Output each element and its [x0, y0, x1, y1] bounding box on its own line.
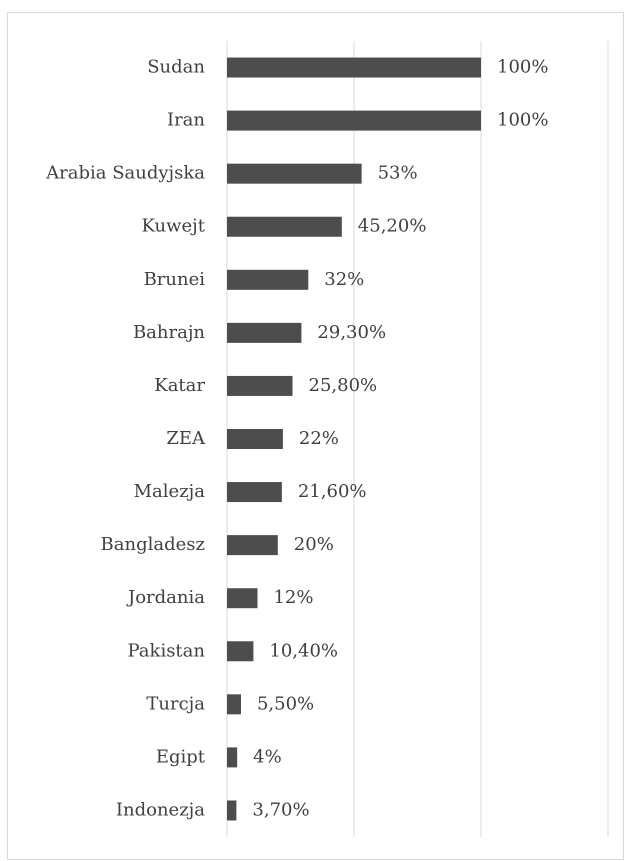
value-label: 12% — [273, 587, 313, 608]
bar — [227, 641, 254, 662]
value-label: 29,30% — [317, 322, 386, 343]
value-label: 5,50% — [257, 693, 314, 714]
category-label: Malezja — [134, 481, 206, 502]
category-label: Arabia Saudyjska — [45, 163, 205, 184]
category-label: Indonezja — [116, 799, 205, 820]
category-label: Pakistan — [128, 640, 206, 661]
bar — [227, 747, 238, 768]
category-label: Jordania — [126, 587, 205, 608]
category-label: Bangladesz — [101, 534, 205, 555]
chart-border — [7, 12, 624, 860]
bar — [227, 482, 282, 503]
bar — [227, 588, 258, 609]
category-label: Iran — [167, 110, 205, 131]
bar — [227, 57, 481, 78]
bar — [227, 535, 278, 556]
value-label: 21,60% — [298, 481, 367, 502]
category-label: Kuwejt — [141, 216, 205, 237]
category-label: Brunei — [144, 269, 206, 290]
value-label: 100% — [497, 57, 548, 78]
bar — [227, 216, 342, 237]
category-label: Turcja — [146, 693, 205, 714]
category-label: Sudan — [147, 57, 205, 78]
value-label: 4% — [253, 746, 282, 767]
bar — [227, 429, 283, 449]
value-label: 53% — [378, 163, 418, 184]
category-label: Egipt — [156, 746, 206, 767]
category-label: Katar — [154, 375, 205, 396]
bar — [227, 322, 302, 343]
value-label: 45,20% — [358, 216, 427, 237]
bar — [227, 375, 293, 396]
bar — [227, 269, 309, 290]
bar — [227, 800, 237, 821]
value-label: 10,40% — [269, 640, 338, 661]
value-label: 32% — [324, 269, 364, 290]
value-label: 22% — [299, 428, 339, 449]
value-label: 3,70% — [252, 799, 309, 820]
bar — [227, 110, 481, 131]
value-label: 25,80% — [309, 375, 378, 396]
bar — [227, 694, 241, 715]
bar — [227, 163, 362, 184]
value-label: 20% — [294, 534, 334, 555]
category-label: ZEA — [166, 428, 206, 449]
value-label: 100% — [497, 110, 548, 131]
category-label: Bahrajn — [133, 322, 205, 343]
